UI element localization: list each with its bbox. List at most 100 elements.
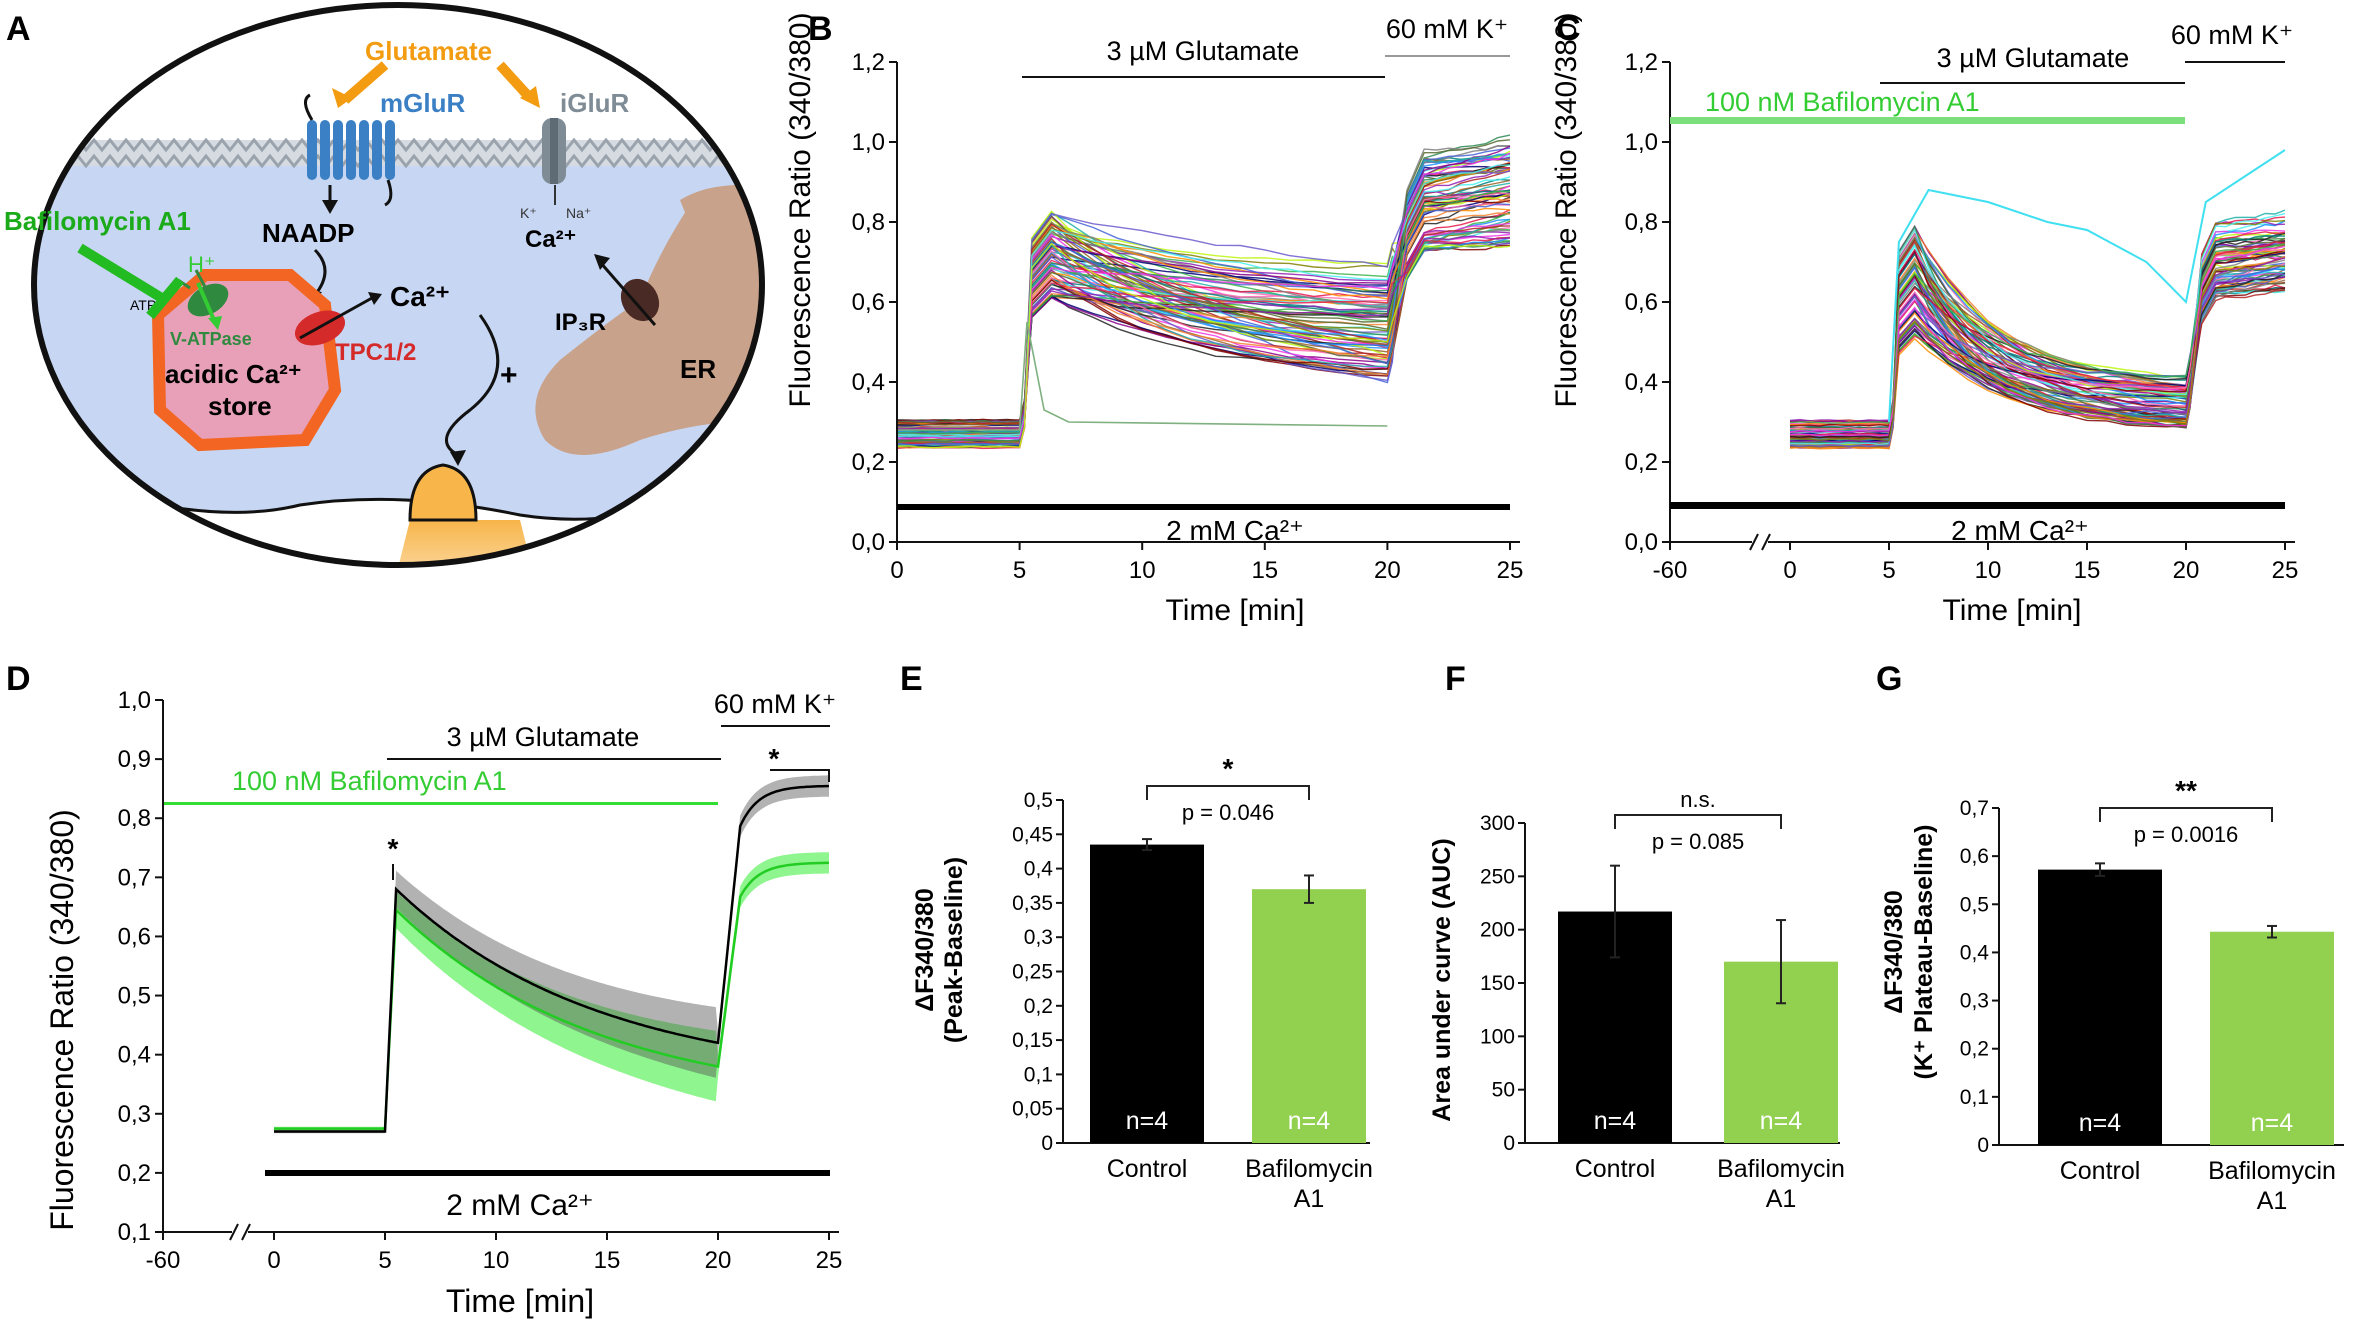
c-trace-line: [1790, 212, 2286, 445]
c-y-tick-label: 0,0: [1625, 529, 1658, 556]
glutamate-label: Glutamate: [365, 36, 492, 66]
b-x-tick-label: 25: [1497, 557, 1524, 584]
c-x-tick-label: 0: [1783, 557, 1796, 584]
G-chart-y-tick-label: 0,3: [1960, 990, 1989, 1013]
G-chart-y-tick-label: 0,2: [1960, 1038, 1989, 1061]
G-chart-y-tick-label: 0,1: [1960, 1086, 1989, 1109]
c-calcium-bar: [1670, 502, 2285, 509]
d-k-label: 60 mM K⁺: [714, 689, 836, 719]
category-label-bafilomycin: Bafilomycin: [2208, 1157, 2336, 1185]
F-chart-y-tick-label: 50: [1492, 1079, 1515, 1102]
store-label-line1: acidic Ca²⁺: [165, 359, 302, 389]
bafilomycin-bar: [2210, 931, 2334, 1145]
panel-f: F 0 50 100 150 200 250 300 n=4 n=4 Control Bafilom…: [1428, 660, 1845, 1213]
d-x-tick-label: -60: [146, 1247, 181, 1274]
ip3r-label: IP₃R: [555, 309, 606, 336]
d-y-tick-label: 0,1: [118, 1219, 151, 1246]
d-bafilomycin-label: 100 nM Bafilomycin A1: [232, 766, 507, 796]
c-trace-line: [1789, 249, 2286, 430]
significance-label: **: [2175, 775, 2197, 806]
bafilomycin-bar: [1252, 889, 1366, 1143]
b-trace-line: [896, 242, 1511, 449]
b-traces-group: [896, 134, 1511, 450]
c-y-tick-label: 0,6: [1625, 289, 1658, 316]
E-chart-y-tick-label: 0: [1041, 1132, 1053, 1155]
d-peak-star: *: [388, 833, 399, 864]
category-label-control: Control: [2060, 1157, 2141, 1185]
panel-b: B 0,0 0,2 0,4 0,6 0,8 1,0 1,2 0 5 10 15 20 25 Fluore…: [784, 10, 1523, 627]
panel-d: D 0,1 0,2 0,3 0,4 0,5 0,6 0,7 0,8 0,9 1,0 -60 0 5 10 1…: [6, 660, 842, 1319]
ca-release-label: Ca²⁺: [390, 281, 450, 312]
mglur-receptor-icon: [304, 93, 395, 207]
b-calcium-label: 2 mM Ca²⁺: [1166, 515, 1304, 546]
E-chart-y-tick-label: 0,25: [1012, 961, 1053, 984]
F-chart-y-tick-label: 150: [1480, 972, 1515, 995]
d-x-axis-label: Time [min]: [446, 1283, 594, 1319]
b-glutamate-label: 3 µM Glutamate: [1107, 36, 1300, 66]
g-y-axis-label-1: ΔF340/380: [1880, 890, 1908, 1014]
significance-bracket: [1614, 814, 1782, 829]
p-value-label: p = 0.085: [1652, 829, 1744, 854]
d-y-axis-label: Fluorescence Ratio (340/380): [44, 809, 80, 1231]
mglur-label: mGluR: [380, 88, 465, 118]
G-chart-y-tick-label: 0,6: [1960, 845, 1989, 868]
n-label: n=4: [2079, 1109, 2122, 1137]
control-bar: [1090, 844, 1204, 1143]
cell-outline: [31, 2, 765, 568]
b-trace-line: [896, 139, 1511, 424]
k-ion-label: K⁺: [520, 205, 537, 221]
d-x-tick-label: 5: [378, 1247, 391, 1274]
d-plot-group: [163, 775, 830, 1134]
b-y-tick-label: 1,0: [852, 129, 885, 156]
c-x-tick-label: 20: [2173, 557, 2200, 584]
E-chart-y-tick-label: 0,2: [1024, 995, 1053, 1018]
significance-bracket: [1146, 785, 1310, 800]
c-trace-line: [1789, 243, 2286, 424]
tpc-label: TPC1/2: [335, 339, 416, 366]
b-y-tick-label: 0,4: [852, 369, 885, 396]
d-calcium-label: 2 mM Ca²⁺: [446, 1189, 594, 1222]
d-y-tick-label: 0,7: [118, 864, 151, 891]
F-chart-y-tick-label: 250: [1480, 865, 1515, 888]
b-k-label: 60 mM K⁺: [1386, 14, 1508, 44]
g-y-axis-label-2: (K⁺ Plateau-Baseline): [1910, 825, 1938, 1080]
c-x-axis-label: Time [min]: [1943, 594, 2082, 627]
d-x-tick-label: 20: [705, 1247, 732, 1274]
b-trace-line: [896, 235, 1511, 430]
F-chart-y-tick-label: 0: [1503, 1132, 1515, 1155]
d-axis-break-mark: [229, 1223, 239, 1241]
E-chart-y-tick-label: 0,3: [1024, 926, 1053, 949]
cytoplasm: [34, 150, 762, 565]
c-trace-line: [1888, 149, 2286, 423]
b-trace-line: [896, 203, 1511, 446]
inhibition-bar-icon: [146, 276, 184, 320]
plus-sign: +: [500, 359, 518, 392]
d-x-tick-label: 10: [483, 1247, 510, 1274]
c-trace-line: [1789, 273, 2286, 448]
n-label: n=4: [2251, 1109, 2294, 1137]
c-axis-break-mark: [1749, 533, 1759, 551]
iglur-label: iGluR: [560, 88, 630, 118]
plasma-membrane: [34, 137, 762, 169]
c-k-label: 60 mM K⁺: [2171, 20, 2293, 50]
n-label: n=4: [1126, 1107, 1169, 1135]
c-trace-line: [1789, 245, 2286, 433]
category-label-control: Control: [1107, 1155, 1188, 1183]
er-label: ER: [680, 354, 716, 384]
p-value-label: p = 0.0016: [2134, 822, 2239, 847]
c-y-axis-label: Fluorescence Ratio (340/380): [1550, 12, 1583, 407]
E-chart-y-tick-label: 0,45: [1012, 823, 1053, 846]
d-axes-group: 0,10,20,30,40,50,60,70,80,91,0-60 0 5 10 15 2…: [118, 687, 843, 1274]
b-x-tick-label: 20: [1374, 557, 1401, 584]
ip3r-channel-icon: [620, 278, 660, 322]
significance-label: n.s.: [1680, 787, 1715, 812]
category-label-control: Control: [1575, 1155, 1656, 1183]
na-ion-label: Na⁺: [566, 205, 591, 221]
G-chart-y-tick-label: 0,7: [1960, 797, 1989, 820]
panel-letter-e: E: [900, 660, 923, 698]
naadp-label: NAADP: [262, 218, 354, 248]
c-y-tick-label: 1,2: [1625, 49, 1658, 76]
b-x-axis-label: Time [min]: [1166, 594, 1305, 627]
category-label-bafilomycin: Bafilomycin: [1245, 1155, 1373, 1183]
d-bafilomycin-mean-line: [274, 861, 830, 1130]
